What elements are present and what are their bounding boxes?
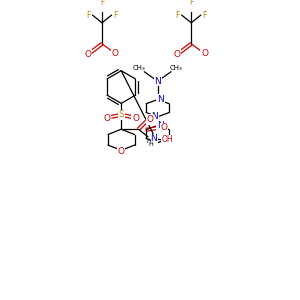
- Text: O: O: [84, 50, 91, 59]
- Text: N: N: [151, 134, 157, 143]
- Text: F: F: [100, 0, 104, 7]
- Text: F: F: [176, 11, 180, 20]
- Text: O: O: [132, 114, 139, 123]
- Text: CH₃: CH₃: [169, 65, 182, 71]
- Text: H: H: [148, 142, 153, 147]
- Text: N: N: [152, 112, 158, 121]
- Text: H: H: [147, 139, 152, 144]
- Text: O: O: [118, 147, 125, 156]
- Text: O: O: [146, 115, 154, 124]
- Text: O: O: [161, 123, 168, 132]
- Text: O: O: [201, 49, 208, 58]
- Text: F: F: [86, 11, 91, 20]
- Text: O: O: [112, 49, 119, 58]
- Text: O: O: [173, 50, 180, 59]
- Text: S: S: [118, 110, 124, 119]
- Text: F: F: [202, 11, 207, 20]
- Text: OH: OH: [161, 135, 173, 144]
- Text: F: F: [189, 0, 194, 7]
- Text: F: F: [113, 11, 118, 20]
- Text: CH₃: CH₃: [133, 65, 146, 71]
- Text: N: N: [157, 121, 164, 130]
- Text: N: N: [154, 77, 161, 86]
- Text: O: O: [103, 114, 110, 123]
- Text: N: N: [157, 95, 164, 104]
